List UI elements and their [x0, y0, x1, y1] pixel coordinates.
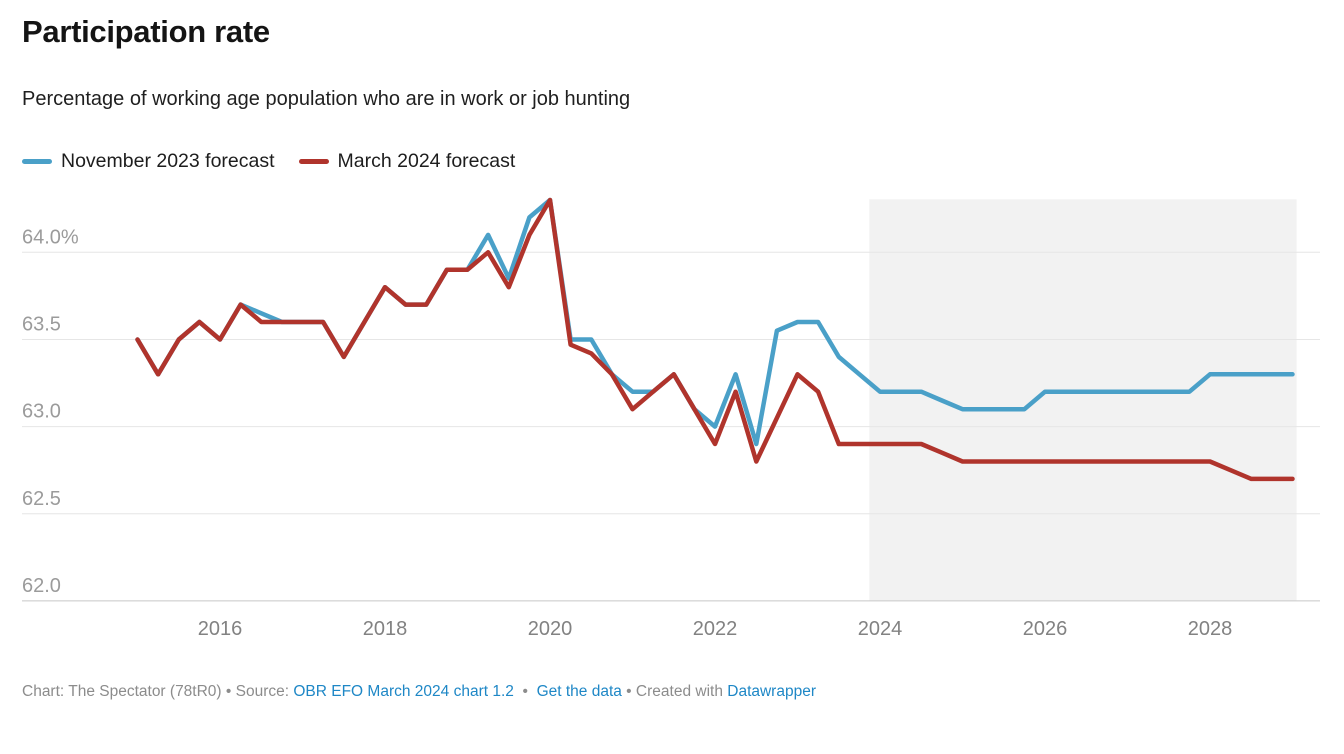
footer-attribution: Chart: The Spectator (78tR0) • Source:	[22, 683, 294, 700]
forecast-region	[869, 199, 1297, 601]
x-tick-label: 2026	[1023, 618, 1068, 640]
footer-source-link[interactable]: OBR EFO March 2024 chart 1.2	[293, 683, 514, 700]
legend-swatch-blue	[22, 159, 52, 164]
series-line-march-2024-forecast	[135, 197, 1295, 482]
x-tick-label: 2018	[363, 618, 408, 640]
x-tick-label: 2022	[693, 618, 738, 640]
x-tick-label: 2028	[1188, 618, 1233, 640]
legend-label-november-2023-forecast: November 2023 forecast	[61, 150, 275, 172]
y-tick-label: 64.0%	[22, 226, 79, 248]
page-title: Participation rate	[22, 14, 270, 49]
chart-subtitle: Percentage of working age population who…	[22, 88, 631, 110]
legend-item-november-2023-forecast: November 2023 forecast	[22, 150, 275, 173]
legend: November 2023 forecast March 2024 foreca…	[22, 150, 515, 173]
footer-get-the-data-link[interactable]: Get the data	[536, 683, 622, 700]
footer-separator: •	[621, 683, 636, 700]
y-tick-label: 62.5	[22, 488, 61, 510]
y-tick-label: 63.0	[22, 401, 61, 423]
footer-datawrapper-link[interactable]: Datawrapper	[727, 683, 816, 700]
x-tick-label: 2016	[198, 618, 243, 640]
x-tick-label: 2024	[858, 618, 903, 640]
footer-created-with: Created with	[635, 683, 728, 700]
legend-swatch-red	[298, 159, 329, 164]
legend-label-march-2024-forecast: March 2024 forecast	[337, 150, 516, 172]
x-tick-label: 2020	[528, 618, 573, 640]
y-tick-label: 63.5	[22, 313, 61, 335]
chart-footer: Chart: The Spectator (78tR0) • Source: O…	[22, 683, 816, 701]
footer-separator: •	[513, 683, 537, 700]
y-tick-label: 62.0	[22, 575, 61, 597]
legend-item-march-2024-forecast: March 2024 forecast	[298, 150, 516, 173]
